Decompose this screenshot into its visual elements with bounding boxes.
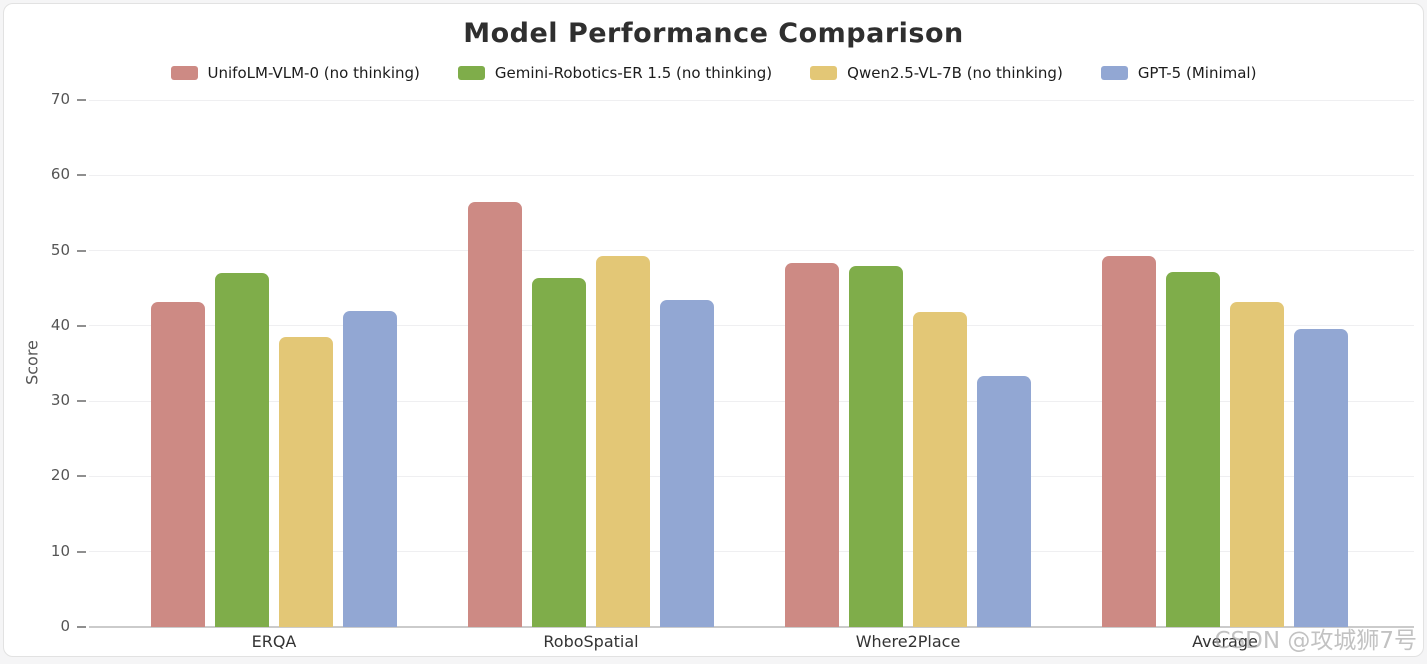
bar [913, 311, 967, 627]
bar [1230, 301, 1284, 627]
gridline [89, 325, 1414, 327]
bar [343, 310, 397, 627]
y-tick-mark [77, 174, 86, 177]
legend-item: Gemini-Robotics-ER 1.5 (no thinking) [457, 64, 773, 82]
y-tick-mark [77, 99, 86, 101]
legend-swatch-icon [810, 66, 838, 80]
x-category-label: Average [1192, 632, 1258, 651]
y-tick-label: 30 [50, 391, 70, 410]
chart-legend: UnifoLM-VLM-0 (no thinking) Gemini-Roboti… [4, 64, 1423, 82]
legend-item: GPT-5 (Minimal) [1100, 64, 1257, 82]
bar [977, 375, 1031, 627]
bar [660, 299, 714, 627]
gridline [89, 475, 1414, 477]
x-axis-line [89, 626, 1414, 628]
gridline [89, 99, 1414, 101]
y-tick-label: 70 [50, 90, 70, 108]
bar [596, 255, 650, 627]
legend-swatch-icon [457, 66, 485, 80]
watermark: CSDN @攻城狮7号 [1214, 628, 1417, 654]
legend-label: Gemini-Robotics-ER 1.5 (no thinking) [494, 64, 773, 82]
bar [151, 301, 205, 627]
plot-area: Score 0 10 20 30 40 50 60 70 ERQA RoboSpatial Wher… [4, 4, 1423, 656]
gridline [89, 174, 1414, 176]
x-category-label: RoboSpatial [543, 632, 639, 651]
legend-swatch-icon [170, 66, 198, 80]
legend-item: Qwen2.5-VL-7B (no thinking) [810, 64, 1063, 82]
x-category-label: Where2Place [855, 632, 961, 651]
chart-title: Model Performance Comparison [463, 18, 964, 49]
x-category-label: ERQA [251, 632, 297, 651]
bar [1166, 272, 1220, 627]
bar [532, 277, 586, 627]
y-tick-label: 10 [50, 541, 70, 560]
y-tick-mark [77, 550, 86, 553]
y-tick-mark [77, 400, 86, 403]
bar [785, 262, 839, 627]
y-tick-label: 60 [50, 165, 70, 184]
legend-label: UnifoLM-VLM-0 (no thinking) [207, 64, 420, 82]
gridline [89, 551, 1414, 553]
legend-swatch-icon [1100, 66, 1128, 80]
y-tick-mark [77, 626, 86, 628]
gridline [89, 400, 1414, 402]
bar [849, 266, 903, 627]
y-tick-label: 0 [60, 617, 70, 635]
chart-card: Model Performance Comparison UnifoLM-VLM… [3, 3, 1424, 657]
y-tick-mark [77, 249, 86, 252]
legend-item: UnifoLM-VLM-0 (no thinking) [170, 64, 420, 82]
legend-label: GPT-5 (Minimal) [1137, 64, 1257, 82]
y-tick-label: 20 [50, 466, 70, 485]
y-tick-mark [77, 475, 86, 478]
bar [1294, 328, 1348, 627]
bar [279, 337, 333, 627]
bar [468, 202, 522, 627]
legend-label: Qwen2.5-VL-7B (no thinking) [847, 64, 1063, 82]
gridline [89, 250, 1414, 252]
y-tick-mark [77, 324, 86, 327]
y-tick-label: 40 [50, 315, 70, 334]
bar [215, 273, 269, 627]
bar [1102, 255, 1156, 627]
y-tick-label: 50 [50, 240, 70, 259]
